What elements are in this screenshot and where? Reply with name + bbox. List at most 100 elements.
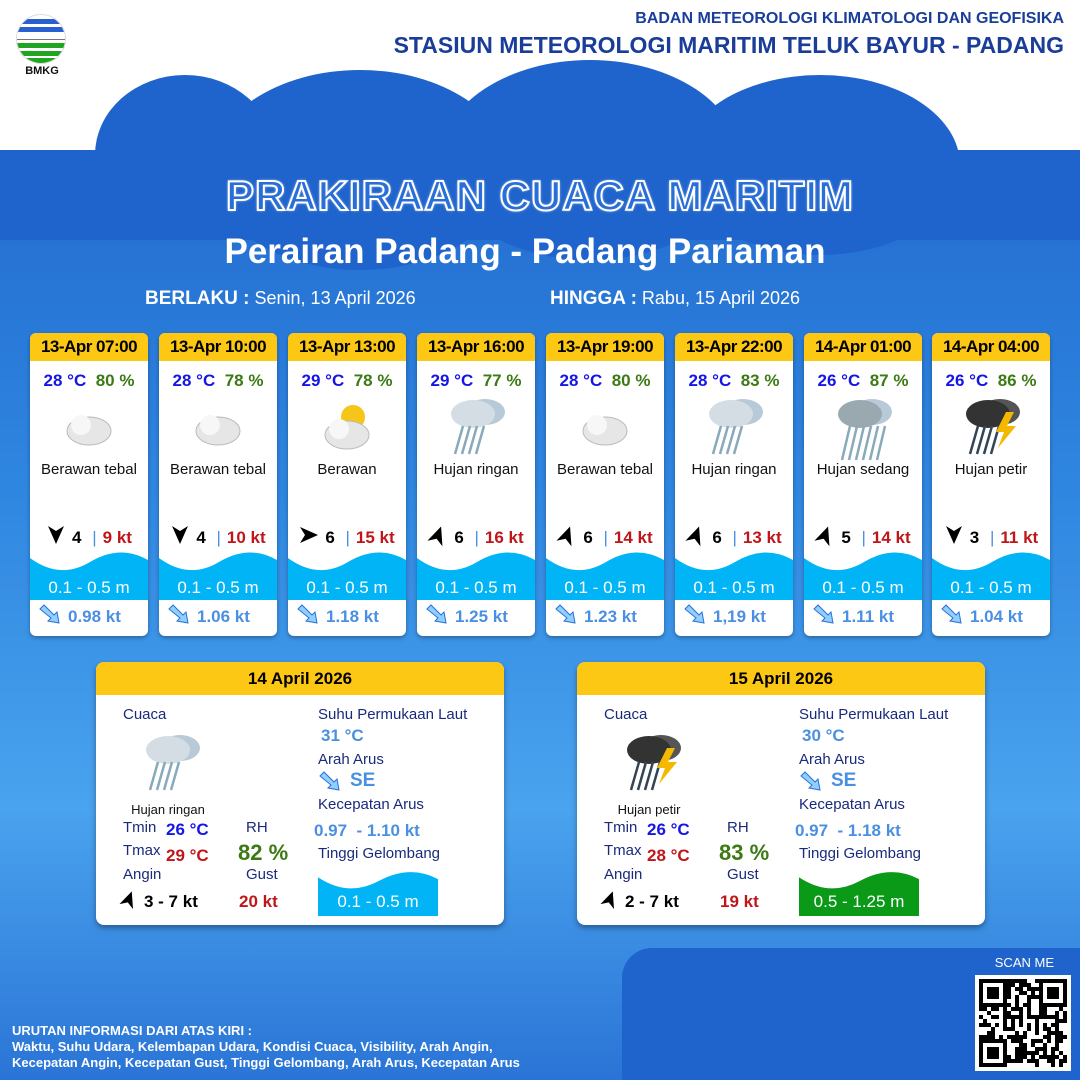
- qr-code[interactable]: [975, 975, 1071, 1071]
- gust-speed: 14 kt: [613, 527, 653, 547]
- wind-range: 2 - 7 kt: [625, 891, 679, 911]
- weather-condition: Hujan ringan: [691, 461, 777, 478]
- current-direction-icon: [799, 770, 823, 798]
- wind-direction-icon: [685, 525, 706, 550]
- thunderstorm-icon: [617, 726, 687, 803]
- divider: |: [469, 527, 479, 547]
- scan-label: SCAN ME: [994, 955, 1054, 970]
- rh-value: 83 %: [719, 840, 770, 865]
- current-speed-label: Kecepatan Arus: [799, 796, 905, 813]
- wave-height-value: 0.1 - 0.5 m: [693, 578, 775, 597]
- org-name: BADAN METEOROLOGI KLIMATOLOGI DAN GEOFIS…: [635, 10, 1064, 27]
- wave-height: 0.1 - 0.5 m: [804, 548, 922, 600]
- wave-height-value: 0.1 - 0.5 m: [306, 578, 388, 597]
- daily-summary-panel: 15 April 2026 Cuaca Hujan petir Tmin 26 …: [577, 662, 985, 925]
- weather-condition: Hujan petir: [617, 802, 681, 817]
- footer-info-line: Kecepatan Angin, Kecepatan Gust, Tinggi …: [12, 1055, 520, 1070]
- forecast-card: 13-Apr 16:00 29 °C 77 % Hujan ringan 6 |…: [417, 333, 535, 636]
- air-temperature: 28 °C: [43, 371, 87, 390]
- current-speed-value: 0.97 - 1.10 kt: [314, 821, 420, 840]
- divider: |: [856, 527, 866, 547]
- sst-value: 31 °C: [321, 726, 364, 745]
- light-rain-icon: [417, 391, 535, 461]
- wave-height-value: 0.1 - 0.5 m: [822, 578, 904, 597]
- forecast-card: 13-Apr 22:00 28 °C 83 % Hujan ringan 6 |…: [675, 333, 793, 636]
- forecast-time: 14-Apr 04:00: [932, 333, 1050, 361]
- wind-speed: 3: [969, 527, 980, 547]
- forecast-card: 13-Apr 13:00 29 °C 78 % Berawan 6 | 15 kt…: [288, 333, 406, 636]
- gust-speed: 13 kt: [742, 527, 782, 547]
- divider: |: [598, 527, 608, 547]
- forecast-time: 13-Apr 19:00: [546, 333, 664, 361]
- gust-speed: 14 kt: [871, 527, 911, 547]
- station-name: STASIUN METEOROLOGI MARITIM TELUK BAYUR …: [393, 32, 1064, 58]
- air-temperature: 28 °C: [559, 371, 603, 390]
- divider: |: [727, 527, 737, 547]
- humidity: 80 %: [611, 371, 651, 390]
- forecast-time: 13-Apr 13:00: [288, 333, 406, 361]
- weather-label: Cuaca: [604, 706, 648, 723]
- current-speed: 0.98 kt: [68, 606, 121, 626]
- sst-label: Suhu Permukaan Laut: [799, 706, 949, 723]
- tmax-label: Tmax: [123, 842, 161, 859]
- wind-speed: 6: [325, 527, 335, 547]
- gust-speed: 9 kt: [102, 527, 132, 547]
- current-direction-icon: [812, 603, 836, 630]
- wave-height-value: 0.1 - 0.5 m: [950, 578, 1032, 597]
- gust-speed: 16 kt: [484, 527, 524, 547]
- rh-label: RH: [246, 819, 268, 836]
- humidity: 77 %: [482, 371, 522, 390]
- bg-shape: [0, 150, 1080, 240]
- forecast-time: 13-Apr 07:00: [30, 333, 148, 361]
- valid-to: HINGGA : Rabu, 15 April 2026: [550, 288, 800, 310]
- current-direction-icon: [683, 603, 707, 630]
- current-speed-value: 0.97 - 1.18 kt: [795, 821, 901, 840]
- air-temperature: 29 °C: [430, 371, 474, 390]
- wind-speed: 6: [583, 527, 593, 547]
- wind-speed: 4: [196, 527, 206, 547]
- rh-label: RH: [727, 819, 749, 836]
- current-direction-icon: [425, 603, 449, 630]
- current-speed: 1.23 kt: [584, 606, 637, 626]
- current-speed: 1.04 kt: [970, 606, 1023, 626]
- thunderstorm-icon: [932, 391, 1050, 461]
- air-temperature: 26 °C: [817, 371, 861, 390]
- air-temperature: 28 °C: [172, 371, 216, 390]
- qr-code-image: [979, 979, 1067, 1067]
- forecast-card: 13-Apr 10:00 28 °C 78 % Berawan tebal 4 …: [159, 333, 277, 636]
- divider: |: [985, 527, 995, 547]
- wave-height-value: 0.1 - 0.5 m: [48, 578, 130, 597]
- wind-direction-icon: [170, 525, 190, 550]
- current-direction-icon: [296, 603, 320, 630]
- gust-value: 19 kt: [720, 892, 759, 911]
- current-speed: 1.11 kt: [842, 606, 894, 626]
- current-direction-icon: [940, 603, 964, 630]
- light-rain-icon: [675, 391, 793, 461]
- valid-from-label: BERLAKU :: [145, 288, 250, 309]
- current-direction-label: Arah Arus: [318, 751, 384, 768]
- valid-from: BERLAKU : Senin, 13 April 2026: [145, 288, 416, 310]
- wave-height: 0.1 - 0.5 m: [417, 548, 535, 600]
- valid-to-value: Rabu, 15 April 2026: [641, 288, 801, 308]
- wave-height: 0.1 - 0.5 m: [288, 548, 406, 600]
- weather-label: Cuaca: [123, 706, 167, 723]
- humidity: 87 %: [869, 371, 909, 390]
- cloudy-icon: [546, 391, 664, 461]
- sst-value: 30 °C: [802, 726, 845, 745]
- wind-speed: 6: [712, 527, 722, 547]
- wave-height: 0.1 - 0.5 m: [30, 548, 148, 600]
- forecast-card: 14-Apr 01:00 26 °C 87 % Hujan sedang 5 |…: [804, 333, 922, 636]
- humidity: 78 %: [353, 371, 393, 390]
- wind-direction-icon: [556, 525, 577, 550]
- daily-date: 14 April 2026: [96, 662, 504, 695]
- current-direction-icon: [318, 770, 342, 798]
- tmax-label: Tmax: [604, 842, 642, 859]
- logo-text: BMKG: [25, 65, 59, 77]
- forecast-time: 13-Apr 22:00: [675, 333, 793, 361]
- forecast-time: 13-Apr 16:00: [417, 333, 535, 361]
- tmax-value: 29 °C: [166, 846, 209, 865]
- current-speed: 1,19 kt: [713, 606, 766, 626]
- tmin-value: 26 °C: [166, 820, 209, 839]
- current-speed: 1.18 kt: [326, 606, 379, 626]
- gust-label: Gust: [246, 866, 278, 883]
